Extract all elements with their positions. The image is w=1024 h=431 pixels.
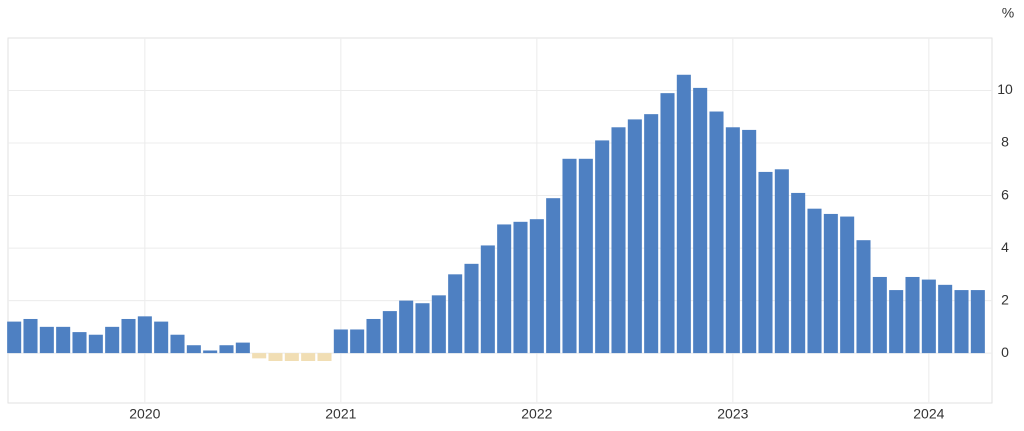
bar — [154, 321, 169, 354]
bar — [791, 192, 806, 354]
bar — [366, 318, 381, 354]
bar — [676, 74, 691, 354]
bar — [758, 171, 773, 354]
y-axis-unit: % — [1002, 5, 1014, 21]
bar — [268, 353, 283, 361]
bar — [56, 326, 71, 354]
bar — [742, 129, 757, 354]
bar — [709, 111, 724, 354]
bar — [382, 311, 397, 354]
y-tick-label: 6 — [1001, 186, 1009, 202]
bar — [644, 114, 659, 354]
plot-frame — [7, 37, 993, 404]
bar — [529, 219, 544, 354]
bar — [546, 198, 561, 354]
bar — [660, 93, 675, 354]
bar — [170, 334, 185, 354]
bar — [284, 353, 299, 361]
bar — [464, 263, 479, 354]
bar — [954, 290, 969, 354]
bar — [448, 274, 463, 354]
bar — [578, 158, 593, 354]
bar — [301, 353, 316, 361]
bar — [693, 87, 708, 354]
bar — [415, 303, 430, 354]
bar — [627, 119, 642, 354]
bar — [872, 276, 887, 354]
bar — [350, 329, 365, 354]
bar — [497, 224, 512, 354]
bar — [611, 127, 626, 354]
x-tick-label: 2024 — [913, 406, 944, 422]
bar — [921, 279, 936, 354]
bar — [121, 318, 136, 354]
bar — [235, 342, 250, 354]
y-tick-label: 4 — [1001, 239, 1009, 255]
bar — [399, 300, 414, 354]
bar — [856, 240, 871, 354]
y-tick-label: 0 — [1001, 344, 1009, 360]
bar — [774, 169, 789, 354]
bar — [219, 345, 234, 354]
bar — [72, 332, 87, 354]
bar — [317, 353, 332, 361]
y-tick-label: 8 — [1001, 134, 1009, 150]
bar — [905, 276, 920, 354]
bar — [7, 321, 22, 354]
bar — [889, 290, 904, 354]
bar — [39, 326, 54, 354]
x-tick-label: 2021 — [325, 406, 356, 422]
y-tick-label: 10 — [997, 81, 1013, 97]
bar — [137, 316, 152, 354]
bar — [23, 318, 38, 354]
bar — [186, 345, 201, 354]
bar — [725, 127, 740, 354]
bar — [203, 350, 218, 354]
bar — [333, 329, 348, 354]
bar — [840, 216, 855, 354]
bar — [105, 326, 120, 354]
bar — [595, 140, 610, 354]
bar — [431, 295, 446, 354]
bar — [88, 334, 103, 354]
x-tick-label: 2022 — [521, 406, 552, 422]
bar — [480, 245, 495, 354]
y-tick-label: 2 — [1001, 291, 1009, 307]
bar — [823, 213, 838, 354]
x-tick-label: 2023 — [717, 406, 748, 422]
bar — [970, 290, 985, 354]
bar — [938, 284, 953, 354]
x-tick-label: 2020 — [129, 406, 160, 422]
bar — [513, 221, 528, 354]
bar — [807, 208, 822, 354]
bar — [252, 353, 267, 359]
bar — [562, 158, 577, 354]
